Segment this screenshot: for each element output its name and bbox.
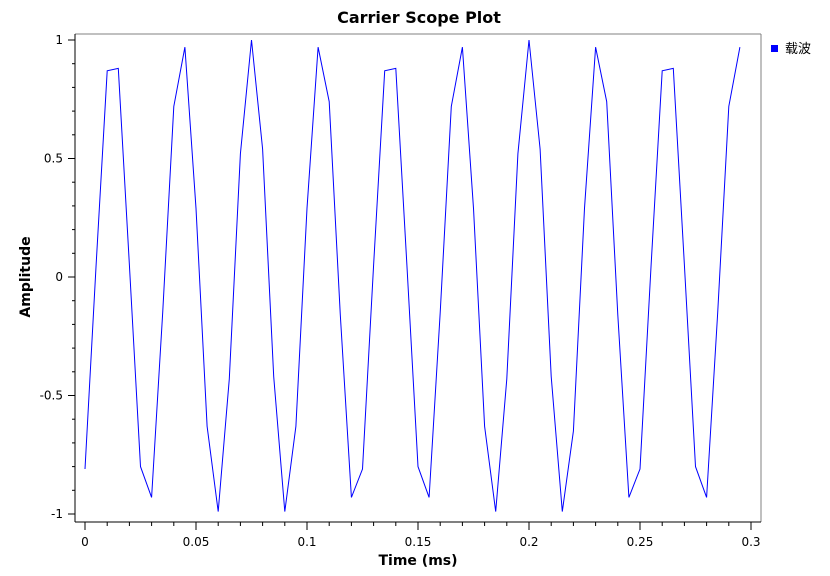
y-tick-label: 0 — [55, 270, 63, 284]
x-tick-label: 0.05 — [183, 535, 210, 549]
x-tick-label: 0.2 — [519, 535, 538, 549]
y-tick-label: -1 — [51, 507, 63, 521]
chart-title: Carrier Scope Plot — [337, 8, 501, 27]
x-tick-label: 0.15 — [405, 535, 432, 549]
y-tick-label: 1 — [55, 33, 63, 47]
y-tick-label: -0.5 — [40, 389, 63, 403]
x-tick-label: 0.1 — [297, 535, 316, 549]
x-axis: 0 0.05 0.1 0.15 0.2 0.25 0.3 — [75, 521, 761, 549]
x-tick-label: 0.3 — [741, 535, 760, 549]
y-axis-label: Amplitude — [18, 236, 34, 317]
legend-swatch — [771, 45, 778, 52]
x-axis-label: Time (ms) — [378, 553, 457, 569]
plot-canvas — [75, 34, 761, 522]
x-tick-label: 0 — [81, 535, 89, 549]
y-tick-label: 0.5 — [44, 152, 63, 166]
y-axis: 1 0.5 0 -0.5 -1 — [40, 33, 76, 522]
legend[interactable]: 载波 — [771, 42, 811, 57]
legend-item-label[interactable]: 载波 — [785, 42, 811, 57]
series-line — [84, 39, 741, 512]
series-layer — [84, 39, 741, 512]
x-tick-label: 0.25 — [627, 535, 654, 549]
